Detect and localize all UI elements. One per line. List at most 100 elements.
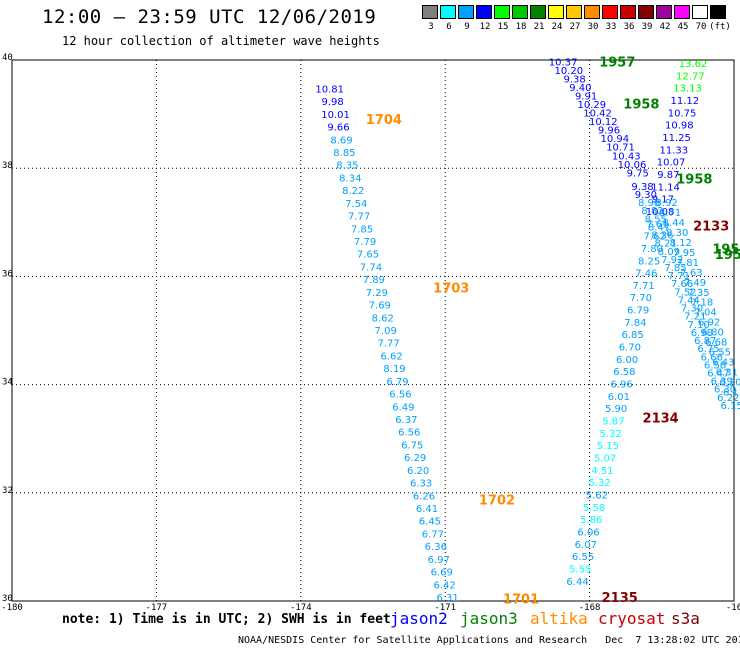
swh-value: 8.35	[336, 161, 358, 172]
swh-value: 10.06	[618, 160, 647, 171]
swh-value: 6.77	[422, 529, 444, 540]
swh-value: 6.70	[619, 343, 641, 354]
legend-cryosat: cryosat	[598, 609, 666, 628]
swh-value: 6.79	[627, 306, 649, 317]
y-tick-label: 40	[2, 53, 13, 63]
swh-value: 10.20	[555, 66, 584, 77]
swh-value: 7.44	[678, 295, 700, 306]
swh-value: 8.12	[670, 238, 692, 249]
swh-value: 13.62	[679, 59, 708, 70]
scale-swatch	[422, 5, 438, 19]
swh-value: 7.80	[641, 244, 663, 255]
swh-value: 7.74	[360, 262, 382, 273]
swh-value: 7.69	[369, 301, 391, 312]
pass-time-label: 1958	[623, 98, 659, 113]
swh-value: 6.87	[694, 336, 716, 347]
swh-value: 6.33	[410, 479, 432, 490]
scale-label: 9	[464, 22, 470, 32]
swh-value: 6.97	[428, 555, 450, 566]
swh-value: 9.87	[657, 170, 679, 181]
swh-value: 11.25	[662, 133, 691, 144]
swh-value: 9.96	[598, 126, 620, 137]
swh-value: 7.29	[366, 288, 388, 299]
legend-s3a: s3a	[671, 609, 700, 628]
swh-value: 10.43	[612, 151, 641, 162]
pass-time-label: 1958	[676, 172, 712, 187]
scale-swatch	[512, 5, 528, 19]
swh-value: 10.07	[657, 158, 686, 169]
swh-value: 6.58	[613, 367, 635, 378]
y-tick-label: 30	[2, 594, 13, 604]
pass-time-label: 1701	[503, 593, 539, 608]
pass-time-label: 2133	[693, 219, 729, 234]
scale-swatch	[494, 5, 510, 19]
swh-value: 6.42	[434, 580, 456, 591]
swh-value: 5.15	[597, 441, 619, 452]
swh-value: 10.42	[583, 109, 612, 120]
swh-value: 5.07	[594, 453, 616, 464]
pass-time-label: 1704	[366, 113, 402, 128]
scale-swatch	[710, 5, 726, 19]
scale-label: 12	[479, 22, 491, 32]
x-tick-label: -168	[579, 603, 601, 613]
y-tick-label: 36	[2, 269, 13, 279]
scale-label: 42	[659, 22, 671, 32]
swh-value: 6.56	[389, 390, 411, 401]
scale-label: 33	[605, 22, 617, 32]
swh-value: 7.66	[671, 279, 693, 290]
pass-time-label: 2134	[643, 411, 679, 426]
swh-value: 9.66	[327, 123, 349, 134]
swh-value: 6.55	[709, 348, 731, 359]
swh-value: 6.00	[616, 355, 638, 366]
chart-title: 12:00 – 23:59 UTC 12/06/2019	[42, 6, 377, 28]
y-tick-label: 38	[2, 161, 13, 171]
swh-value: 7.09	[375, 326, 397, 337]
scale-label: 24	[551, 22, 563, 32]
swh-value: 7.10	[687, 320, 709, 331]
swh-value: 6.85	[621, 330, 643, 341]
swh-value: 7.89	[363, 275, 385, 286]
swh-value: 6.43	[712, 358, 734, 369]
footer-credit: NOAA/NESDIS Center for Satellite Applica…	[238, 635, 740, 646]
swh-value: 7.46	[635, 269, 657, 280]
legend-note: note: 1) Time is in UTC; 2) SWH is in fe…	[62, 612, 391, 627]
swh-value: 7.65	[357, 250, 379, 261]
swh-value: 5.32	[588, 478, 610, 489]
scale-swatch	[602, 5, 618, 19]
scale-swatch	[620, 5, 636, 19]
swh-value: 10.71	[606, 143, 635, 154]
swh-value: 6.75	[697, 344, 719, 355]
swh-value: 6.20	[407, 466, 429, 477]
swh-value: 6.36	[425, 542, 447, 553]
swh-value: 6.20	[719, 377, 740, 388]
swh-value: 4.51	[591, 466, 613, 477]
swh-value: 8.55	[645, 214, 667, 225]
swh-value: 5.55	[569, 564, 591, 575]
swh-value: 6.56	[398, 428, 420, 439]
pass-time-label: 1702	[479, 494, 515, 509]
legend-jason3: jason3	[460, 609, 518, 628]
scale-label: 18	[515, 22, 527, 32]
swh-value: 6.30	[714, 385, 736, 396]
x-tick-label: -180	[1, 603, 23, 613]
swh-value: 6.15	[720, 401, 740, 412]
swh-value: 10.94	[600, 134, 629, 145]
swh-value: 6.26	[413, 491, 435, 502]
swh-value: 10.98	[665, 121, 694, 132]
swh-value: 7.63	[680, 268, 702, 279]
swh-value: 7.18	[691, 298, 713, 309]
scale-label: 27	[569, 22, 581, 32]
y-tick-label: 34	[2, 378, 13, 388]
x-tick-label: -177	[146, 603, 168, 613]
swh-value: 8.34	[339, 173, 361, 184]
swh-value: 6.45	[419, 517, 441, 528]
pass-time-label: 1703	[433, 282, 469, 297]
scale-swatch	[692, 5, 708, 19]
scale-swatch	[638, 5, 654, 19]
legend-jason2: jason2	[390, 609, 448, 628]
scale-swatch	[566, 5, 582, 19]
swh-value: 6.31	[436, 593, 458, 604]
scale-label: 15	[497, 22, 509, 32]
swh-value: 6.69	[431, 568, 453, 579]
swh-value: 8.21	[655, 239, 677, 250]
